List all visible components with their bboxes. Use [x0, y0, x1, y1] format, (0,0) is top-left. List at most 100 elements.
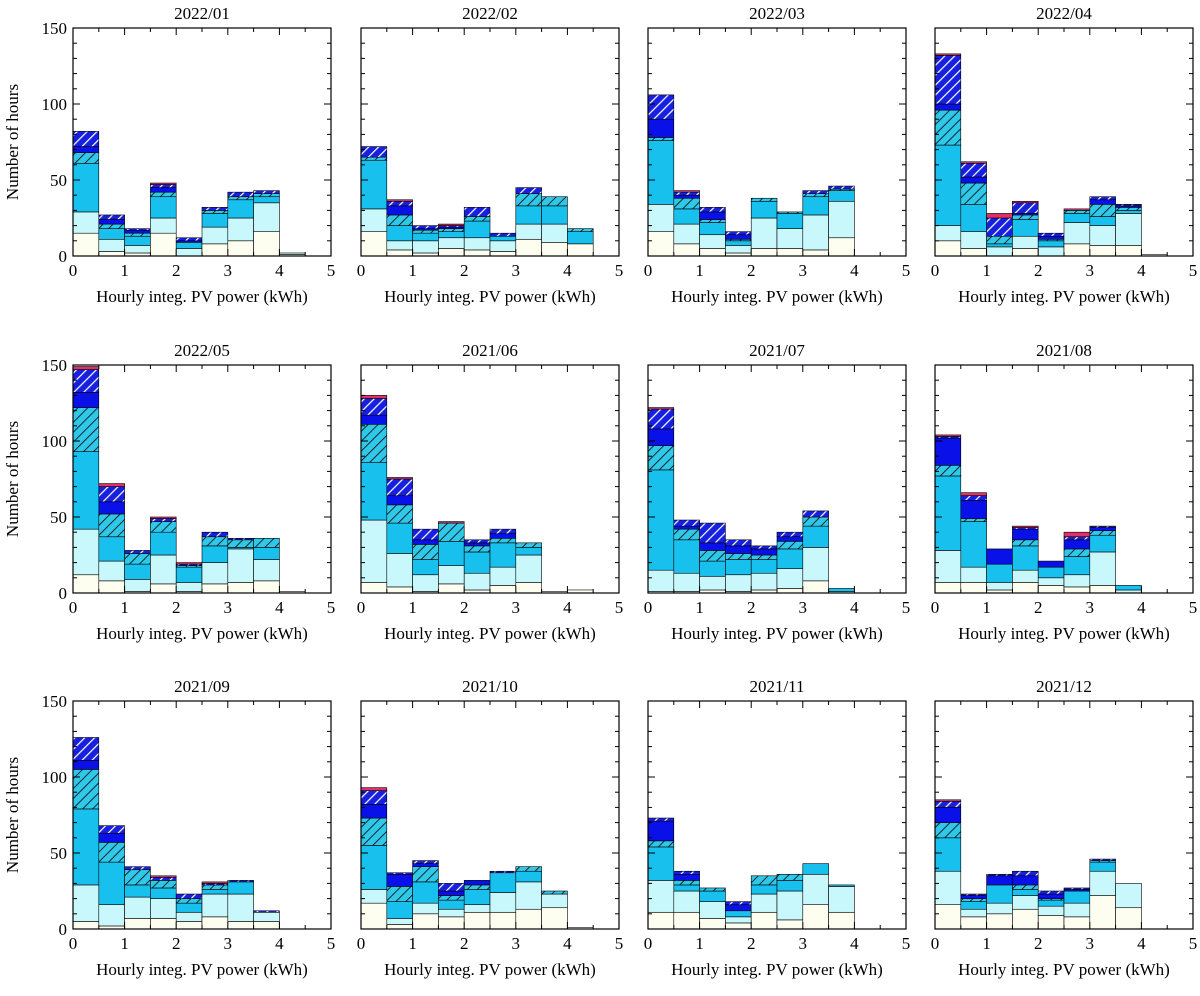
bar-segment [725, 916, 752, 924]
bar-segment [699, 918, 726, 930]
bar-segment [1012, 908, 1039, 930]
bar-segment [750, 572, 778, 591]
bar-segment [150, 877, 177, 881]
bar-segment [515, 866, 542, 872]
bar-segment [647, 817, 675, 822]
bar-segment [1063, 916, 1091, 930]
bar-segment [541, 890, 568, 895]
bar-segment [1115, 213, 1142, 246]
bar-segment [489, 533, 517, 539]
bar-segment [934, 437, 962, 466]
bar-segment [253, 547, 280, 560]
bar-segment [673, 890, 700, 913]
bar-segment [1063, 536, 1091, 541]
bar-segment [673, 884, 700, 892]
bar-segment [463, 220, 491, 239]
bar-segment [72, 211, 100, 234]
bar-segment [463, 545, 491, 553]
bar-segment [124, 918, 151, 930]
bar-segment [124, 553, 151, 565]
panel-2021-10: 2021/10 0 1 2 3 4 5 Hourly integ. PV power (kWh… [357, 677, 624, 979]
bar-segment [1063, 902, 1091, 918]
bar-segment [1012, 569, 1039, 583]
x-tick-label: 0 [69, 261, 78, 280]
bar-segment [515, 205, 542, 225]
bar-segment [253, 910, 280, 913]
bar-segment [673, 873, 700, 881]
bar-segment [1037, 585, 1065, 594]
x-tick-label: 1 [408, 934, 417, 953]
bar-segment [386, 240, 413, 251]
x-tick-label: 4 [1137, 934, 1146, 953]
bar-segment [386, 886, 413, 902]
bar-segment [750, 875, 778, 886]
bar-segment [699, 901, 726, 919]
x-tick-label: 2 [460, 598, 469, 617]
bar-segment [175, 582, 203, 592]
bar-segment [201, 545, 229, 563]
bar-segment [386, 522, 413, 554]
bar-segment [776, 568, 804, 589]
bar-segment [960, 895, 987, 899]
bar-segment [201, 562, 229, 585]
bar-segment [986, 548, 1013, 565]
bar-segment [1037, 893, 1065, 899]
bar-segment [253, 202, 280, 232]
bar-segment [1012, 545, 1039, 571]
bar-segment [72, 921, 100, 930]
y-tick-label: 0 [59, 247, 68, 266]
bar-segment [438, 899, 465, 910]
bar-segment [412, 232, 439, 242]
bar-segment [986, 875, 1013, 886]
bar-segment [124, 866, 151, 871]
bar-segment [699, 234, 726, 249]
bar-segment [150, 217, 177, 234]
bar-segment [802, 193, 829, 198]
x-tick-label: 0 [69, 934, 78, 953]
bar-segment [124, 232, 151, 237]
bar-segment [750, 197, 778, 202]
bar-segment [750, 200, 778, 219]
x-tick-label: 5 [615, 261, 624, 280]
bar-segment [386, 873, 413, 887]
bar-segment [412, 860, 439, 864]
bar-segment [1089, 225, 1116, 246]
bar-segment [124, 579, 151, 592]
bar-segment [386, 924, 413, 930]
bar-segment [802, 214, 829, 251]
bar-segment [1063, 539, 1091, 550]
bar-segment [227, 191, 254, 198]
bar-segment [360, 231, 388, 257]
bar-segment [1089, 525, 1116, 528]
bar-segment [725, 539, 752, 547]
panel-title: 2021/10 [462, 677, 518, 696]
x-tick-label: 5 [615, 934, 624, 953]
bar-segment [201, 226, 229, 245]
bar-segment [1037, 235, 1065, 240]
bar-segment [150, 182, 177, 185]
bar-segment [934, 801, 962, 808]
bar-segment [201, 583, 229, 594]
bar-segment [438, 908, 465, 918]
bar-segment [360, 159, 388, 210]
bar-segment [386, 478, 413, 497]
bar-segment [201, 243, 229, 257]
x-tick-label: 5 [327, 934, 336, 953]
bar-segment [438, 541, 465, 566]
bar-segment [463, 249, 491, 257]
x-tick-label: 3 [799, 598, 808, 617]
bar-segment [699, 560, 726, 577]
bar-segment [1089, 204, 1116, 217]
bar-segment [175, 242, 203, 249]
bar-segment [960, 893, 987, 896]
bar-segment [489, 872, 517, 893]
bar-segment [489, 870, 517, 874]
bar-segment [98, 223, 125, 229]
panel-2022-04: 2022/04 0 1 2 3 4 5 Hourly integ. PV power (kWh… [931, 4, 1198, 306]
bar-segment [541, 893, 568, 909]
bar-segment [802, 904, 829, 930]
bar-segment [934, 870, 962, 905]
bar-segment [934, 109, 962, 146]
bar-segment [647, 880, 675, 913]
bar-segment [227, 893, 254, 922]
